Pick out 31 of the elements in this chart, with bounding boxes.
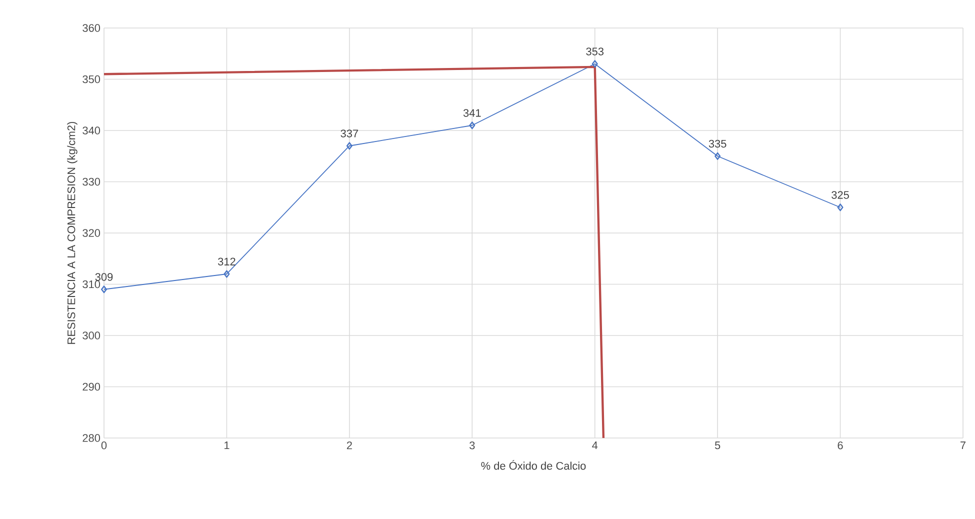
x-tick-label: 1	[224, 442, 230, 450]
data-label: 353	[586, 48, 604, 56]
y-tick-label: 280	[82, 434, 100, 442]
data-label: 312	[218, 258, 236, 266]
data-label: 341	[463, 109, 481, 117]
point	[224, 270, 230, 278]
point	[714, 152, 721, 160]
y-tick-label: 310	[82, 280, 100, 288]
y-tick-label: 360	[82, 24, 100, 32]
x-tick-label: 3	[470, 442, 475, 450]
y-tick-label: 290	[82, 382, 100, 391]
x-tick-label: 2	[346, 442, 352, 450]
x-tick-label: 4	[592, 442, 598, 450]
data-label: 309	[95, 273, 113, 281]
y-axis-title: RESISTENCIA A LA COMPRESION (kg/cm2)	[67, 122, 78, 344]
point	[469, 122, 476, 130]
data-label: 337	[340, 130, 358, 138]
y-tick-label: 320	[82, 229, 100, 237]
y-tick-label: 350	[82, 75, 100, 84]
x-tick-label: 0	[101, 442, 107, 450]
y-tick-label: 300	[82, 332, 100, 340]
x-tick-label: 5	[714, 442, 720, 450]
point	[592, 60, 598, 68]
data-label: 335	[708, 140, 726, 148]
data-label: 325	[832, 191, 849, 199]
y-tick-label: 330	[82, 178, 100, 186]
x-tick-label: 6	[838, 442, 843, 450]
x-tick-label: 7	[960, 442, 966, 450]
y-tick-label: 340	[82, 126, 100, 134]
x-axis-title: % de Óxido de Calcio	[481, 460, 586, 470]
point	[346, 142, 352, 150]
